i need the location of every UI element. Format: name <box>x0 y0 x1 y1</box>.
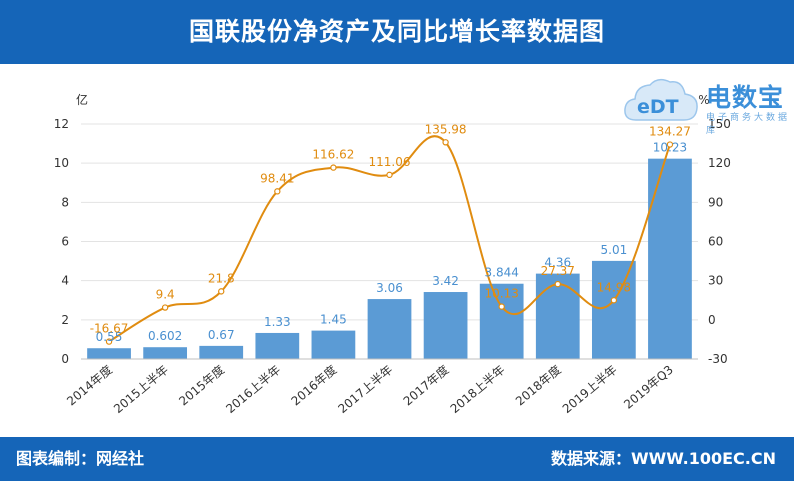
bar-value-label: 0.602 <box>148 329 182 343</box>
line-point <box>554 280 561 288</box>
line-value-label: 27.37 <box>541 264 575 278</box>
y-left-tick-label: 12 <box>54 117 69 131</box>
line-point <box>105 338 113 345</box>
line-value-label: 14.98 <box>597 280 631 294</box>
line-point <box>274 188 281 195</box>
x-tick-label: 2019上半年 <box>560 363 620 417</box>
bar-value-label: 10.23 <box>653 141 687 155</box>
chart: 0 2 4 6 8 10 12 -30 0 30 60 90 120 150 亿 % 2014年度2015上半年… <box>54 92 731 416</box>
data-labels: 0.55 0.602 0.67 1.33 1.45 3.06 3.42 3.844 4.36 5.… <box>90 122 691 344</box>
page-title: 国联股份净资产及同比增长率数据图 <box>188 17 605 46</box>
logo-mark: eDT <box>637 96 679 118</box>
y-left-tick-label: 0 <box>61 352 69 366</box>
y-left-tick-label: 6 <box>61 235 69 249</box>
line-value-label: 134.27 <box>649 125 691 139</box>
line-value-label: 111.06 <box>369 155 411 169</box>
bar <box>311 330 356 359</box>
line-value-label: 10.13 <box>485 287 519 301</box>
bar-value-label: 3.42 <box>432 274 459 288</box>
bar <box>648 158 692 359</box>
footer-bar: 图表编制：网经社 数据来源：WWW.100EC.CN <box>0 437 794 481</box>
line-point <box>330 164 337 171</box>
y-right-tick-label: 120 <box>708 156 731 170</box>
x-tick-label: 2015上半年 <box>111 363 171 417</box>
y-right-tick-label: 150 <box>708 117 731 131</box>
bar <box>143 347 188 359</box>
line-value-label: 98.41 <box>260 171 294 185</box>
line-value-label: 135.98 <box>425 122 467 136</box>
x-tick-label: 2017上半年 <box>335 363 395 417</box>
x-tick-label: 2019年Q3 <box>621 363 676 412</box>
bar <box>255 332 300 359</box>
cloud-logo-icon: eDT <box>624 78 698 121</box>
line-value-label: 9.4 <box>156 288 175 302</box>
line-point <box>442 139 449 146</box>
bar-value-label: 0.55 <box>96 330 123 344</box>
x-tick-label: 2018上半年 <box>448 363 508 417</box>
bar-value-label: 5.01 <box>601 243 628 257</box>
bar-value-label: 3.844 <box>485 266 519 280</box>
bar <box>535 273 580 359</box>
x-tick-label: 2015年度 <box>176 362 227 409</box>
x-tick-label: 2016上半年 <box>223 363 283 417</box>
line-point <box>386 171 393 179</box>
logo-brand: 电数宝 <box>706 83 785 112</box>
line-value-label: 116.62 <box>312 148 354 162</box>
bar <box>87 348 131 359</box>
y-right-tick-label: 0 <box>708 313 716 327</box>
x-tick-label: 2018年度 <box>512 362 563 409</box>
line-point <box>666 141 674 148</box>
bar-value-label: 4.36 <box>544 256 571 270</box>
bar-value-label: 1.33 <box>264 315 291 329</box>
x-tick-label: 2017年度 <box>400 362 451 409</box>
axes: 0 2 4 6 8 10 12 -30 0 30 60 90 120 150 亿 % 2014年度2015上半年… <box>54 92 731 416</box>
logo-subtitle: 电子商务大数据库 <box>706 113 791 136</box>
y-left-tick-label: 2 <box>61 313 69 327</box>
y-right-tick-label: 30 <box>708 274 723 288</box>
bar <box>199 345 244 359</box>
x-tick-label: 2014年度 <box>64 362 115 409</box>
line-point <box>498 303 505 310</box>
bar-value-label: 1.45 <box>320 313 347 327</box>
line-point <box>218 288 225 295</box>
footer-source: 数据来源：WWW.100EC.CN <box>550 449 776 468</box>
y-right-tick-label: 60 <box>708 235 723 249</box>
x-tick-label: 2016年度 <box>288 362 339 409</box>
grid-lines <box>81 123 698 360</box>
y-left-tick-label: 10 <box>54 156 69 170</box>
y-left-unit: 亿 <box>76 92 88 107</box>
bar <box>367 299 412 359</box>
bar <box>423 292 468 359</box>
y-left-tick-label: 4 <box>61 274 69 288</box>
footer-credit: 图表编制：网经社 <box>16 449 145 468</box>
y-right-tick-label: 90 <box>708 195 723 209</box>
bar <box>479 283 524 359</box>
line-value-label: 21.8 <box>208 271 235 285</box>
y-left-tick-label: 8 <box>61 195 69 209</box>
bar <box>591 260 636 359</box>
line-series <box>105 135 674 345</box>
logo: eDT 电数宝 电子商务大数据库 <box>622 72 792 136</box>
line-value-label: -16.67 <box>90 322 129 336</box>
header-bar: 国联股份净资产及同比增长率数据图 <box>0 0 794 64</box>
y-right-tick-label: -30 <box>708 352 728 366</box>
y-right-unit: % <box>698 93 709 107</box>
bar-value-label: 3.06 <box>376 281 403 295</box>
line-point <box>161 304 169 311</box>
bar-value-label: 0.67 <box>208 328 235 342</box>
line-point <box>610 297 618 304</box>
